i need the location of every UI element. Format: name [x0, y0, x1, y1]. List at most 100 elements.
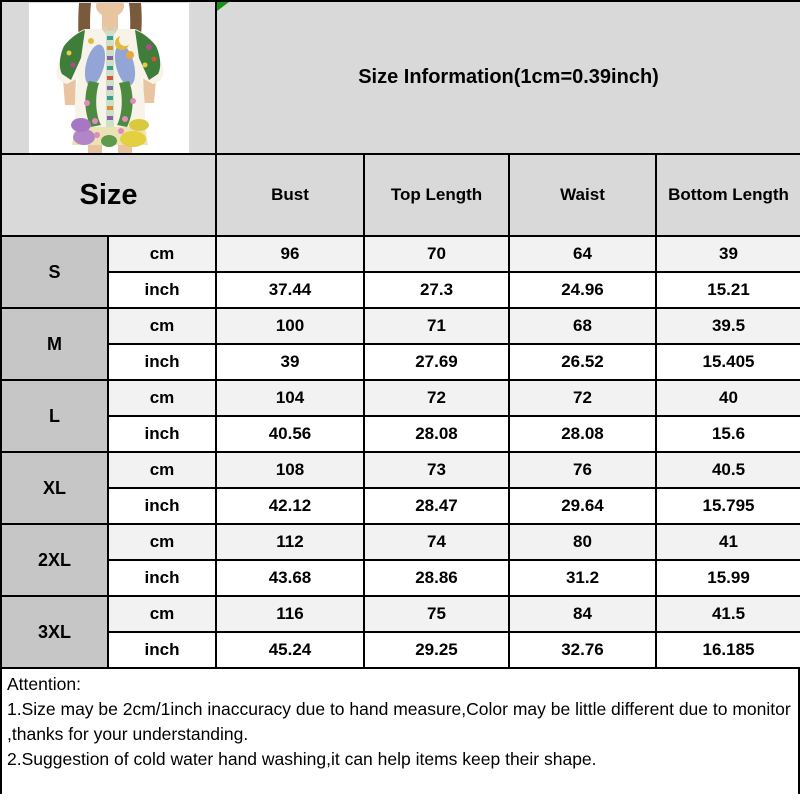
cactus-motif: [84, 80, 101, 127]
unit-label: inch: [107, 559, 217, 597]
size-label-s: S: [0, 235, 109, 309]
value-cell: 16.185: [654, 631, 800, 669]
size-information-title-cell: Size Information(1cm=0.39inch): [214, 0, 800, 155]
value-cell: 15.21: [654, 271, 800, 309]
value-cell: 96: [215, 235, 365, 273]
value-cell: 75: [363, 595, 510, 633]
product-photo: [28, 3, 189, 152]
value-cell: 100: [215, 307, 365, 345]
table-row: M cm 100 71 68 39.5: [0, 307, 800, 381]
sleeve-print: [134, 29, 160, 80]
size-label-m: M: [0, 307, 109, 381]
column-header-bust: Bust: [215, 153, 365, 237]
value-cell: 41.5: [654, 595, 800, 633]
value-cell: 39: [654, 235, 800, 273]
unit-label: cm: [107, 307, 217, 345]
value-cell: 72: [363, 379, 510, 417]
value-cell: 15.405: [654, 343, 800, 381]
value-cell: 64: [508, 235, 657, 273]
table-row: inch 39 27.69 26.52 15.405: [1, 343, 800, 381]
cactus-motif: [116, 80, 133, 127]
value-cell: 108: [215, 451, 365, 489]
value-cell: 28.86: [363, 559, 510, 597]
value-cell: 40.5: [654, 451, 800, 489]
value-cell: 28.08: [363, 415, 510, 453]
value-cell: 32.76: [508, 631, 657, 669]
value-cell: 29.64: [508, 487, 657, 525]
attention-line: 1.Size may be 2cm/1inch inaccuracy due t…: [7, 699, 791, 719]
page-title: Size Information(1cm=0.39inch): [358, 66, 659, 88]
unit-label: cm: [107, 235, 217, 273]
value-cell: 104: [215, 379, 365, 417]
value-cell: 84: [508, 595, 657, 633]
table-row: 2XL cm 112 74 80 41: [0, 523, 800, 597]
value-cell: 37.44: [215, 271, 365, 309]
value-cell: 73: [363, 451, 510, 489]
column-header-bottom-length: Bottom Length: [654, 153, 800, 237]
unit-label: inch: [107, 343, 217, 381]
value-cell: 71: [363, 307, 510, 345]
value-cell: 40.56: [215, 415, 365, 453]
value-cell: 24.96: [508, 271, 657, 309]
product-photo-cell: [0, 0, 217, 155]
unit-label: cm: [107, 595, 217, 633]
unit-label: inch: [107, 631, 217, 669]
size-information-table: Size Information(1cm=0.39inch) Size Bust…: [0, 0, 800, 669]
attention-heading: Attention:: [7, 674, 81, 694]
size-label-3xl: 3XL: [0, 595, 109, 669]
value-cell: 31.2: [508, 559, 657, 597]
size-label-l: L: [0, 379, 109, 453]
value-cell: 27.3: [363, 271, 510, 309]
value-cell: 40: [654, 379, 800, 417]
feather-motif: [84, 44, 105, 85]
table-row: inch 43.68 28.86 31.2 15.99: [1, 559, 800, 597]
attention-note: Attention: 1.Size may be 2cm/1inch inacc…: [0, 669, 800, 794]
table-row: XL cm 108 73 76 40.5: [0, 451, 800, 525]
value-cell: 39: [215, 343, 365, 381]
size-label-2xl: 2XL: [0, 523, 109, 597]
value-cell: 80: [508, 523, 657, 561]
attention-line: ,thanks for your understanding.: [7, 724, 249, 744]
table-row: inch 42.12 28.47 29.64 15.795: [1, 487, 800, 525]
value-cell: 39.5: [654, 307, 800, 345]
green-corner-flag-icon: [218, 3, 229, 11]
table-row: inch 40.56 28.08 28.08 15.6: [1, 415, 800, 453]
table-row: inch 37.44 27.3 24.96 15.21: [1, 271, 800, 309]
value-cell: 45.24: [215, 631, 365, 669]
unit-label: cm: [107, 451, 217, 489]
unit-label: inch: [107, 271, 217, 309]
value-cell: 70: [363, 235, 510, 273]
column-header-waist: Waist: [508, 153, 657, 237]
unit-label: cm: [107, 379, 217, 417]
value-cell: 41: [654, 523, 800, 561]
value-cell: 26.52: [508, 343, 657, 381]
table-row: 3XL cm 116 75 84 41.5: [0, 595, 800, 669]
table-row: S cm 96 70 64 39: [0, 235, 800, 309]
value-cell: 28.08: [508, 415, 657, 453]
value-cell: 76: [508, 451, 657, 489]
value-cell: 112: [215, 523, 365, 561]
value-cell: 116: [215, 595, 365, 633]
value-cell: 28.47: [363, 487, 510, 525]
sun-motif: [125, 50, 134, 59]
value-cell: 43.68: [215, 559, 365, 597]
unit-label: inch: [107, 487, 217, 525]
table-row: inch 45.24 29.25 32.76 16.185: [1, 631, 800, 669]
size-label-xl: XL: [0, 451, 109, 525]
value-cell: 72: [508, 379, 657, 417]
unit-label: cm: [107, 523, 217, 561]
value-cell: 15.6: [654, 415, 800, 453]
value-cell: 68: [508, 307, 657, 345]
value-cell: 74: [363, 523, 510, 561]
value-cell: 27.69: [363, 343, 510, 381]
table-row: L cm 104 72 72 40: [0, 379, 800, 453]
value-cell: 15.795: [654, 487, 800, 525]
column-header-size: Size: [0, 153, 217, 237]
value-cell: 42.12: [215, 487, 365, 525]
attention-line: 2.Suggestion of cold water hand washing,…: [7, 749, 597, 769]
column-header-top-length: Top Length: [363, 153, 510, 237]
unit-label: inch: [107, 415, 217, 453]
value-cell: 15.99: [654, 559, 800, 597]
sleeve-print: [59, 29, 85, 80]
